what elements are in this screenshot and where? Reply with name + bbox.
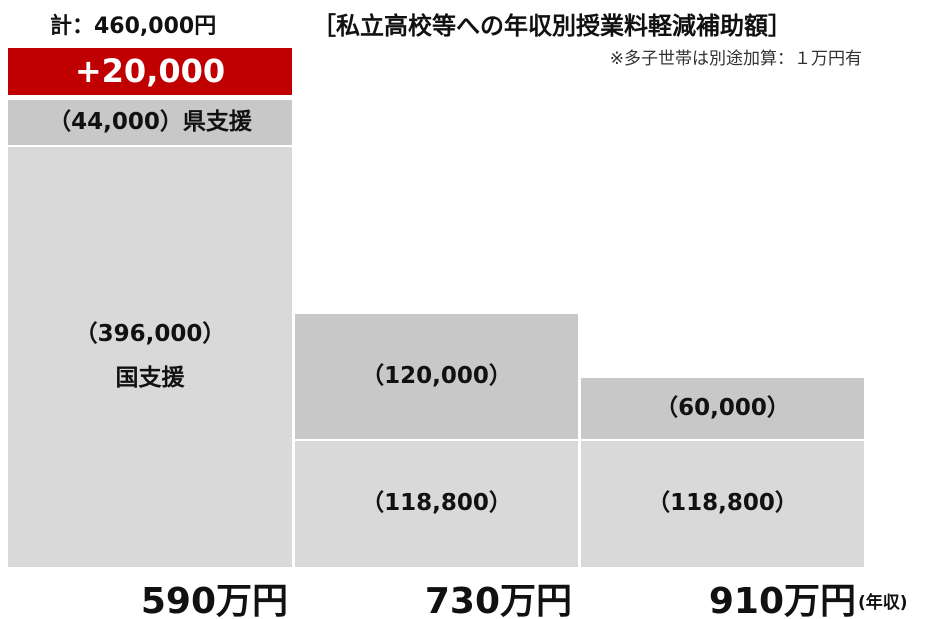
income-label: 910万円 (708, 581, 856, 619)
block-label: （396,000） (74, 321, 226, 348)
block: （118,800） (295, 441, 578, 567)
block-label: （118,800） (361, 490, 512, 517)
block: （396,000） 国支援 (8, 147, 292, 567)
block: （118,800） (581, 441, 864, 567)
block: （44,000）県支援 (8, 100, 292, 145)
income-label: 730万円 (424, 581, 572, 619)
total: 計：460,000円 (50, 14, 217, 39)
block-label: （60,000） (655, 394, 790, 421)
block-label: （120,000） (361, 362, 512, 389)
block-sublabel: 国支援 (115, 365, 185, 391)
income-unit: (年収) (858, 593, 908, 613)
block-label: +20,000 (74, 52, 226, 91)
block: +20,000 (8, 48, 292, 95)
title: ［私立高校等への年収別授業料軽減補助額］ (312, 12, 792, 40)
block-label: （118,800） (647, 490, 798, 517)
block-label: （44,000）県支援 (48, 108, 252, 135)
income-label: 590万円 (140, 581, 288, 619)
note: ※多子世帯は別途加算：１万円有 (609, 49, 862, 69)
block: （120,000） (295, 314, 578, 439)
block: （60,000） (581, 378, 864, 439)
